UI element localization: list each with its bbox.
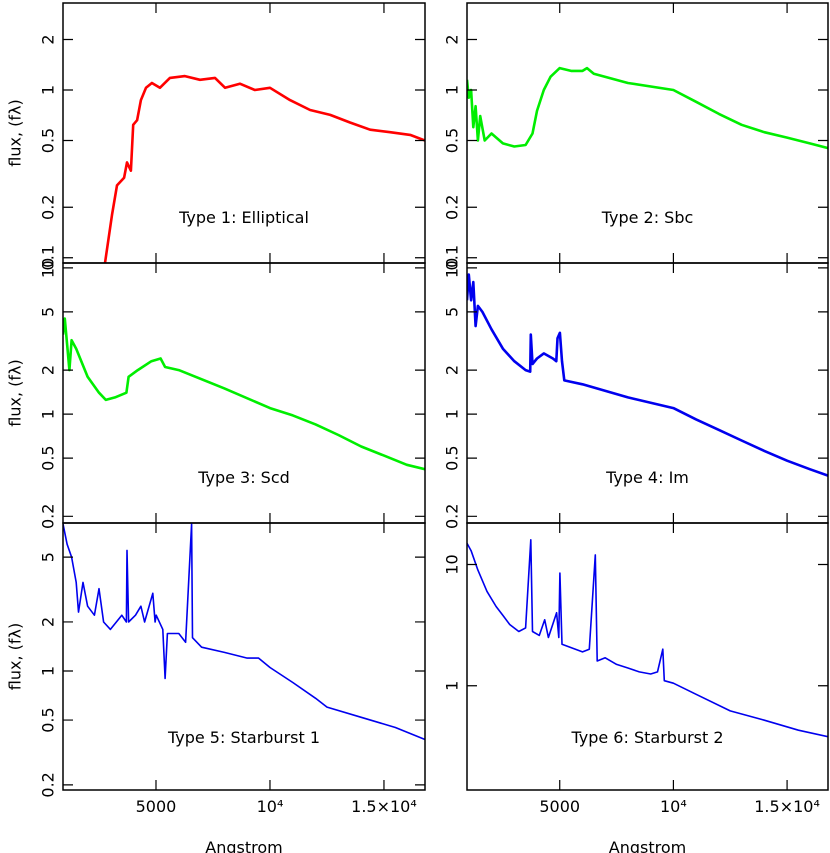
y-tick-label: 0.1 (443, 245, 462, 270)
y-tick-label: 5 (39, 552, 58, 562)
spectrum-line (63, 523, 425, 741)
y-tick-label: 0.5 (39, 445, 58, 470)
y-tick-label: 2 (39, 365, 58, 375)
x-tick-label: 5000 (539, 797, 580, 816)
y-tick-label: 0.2 (39, 772, 58, 797)
y-tick-label: 2 (39, 34, 58, 44)
x-tick-label: 5000 (136, 797, 177, 816)
y-tick-label: 0.5 (443, 128, 462, 153)
x-tick-label: 1.5×10⁴ (754, 797, 820, 816)
y-tick-label: 0.1 (39, 245, 58, 270)
panel-annotation: Type 6: Starburst 2 (570, 728, 723, 747)
y-tick-label: 1 (39, 85, 58, 95)
y-tick-label: 1 (39, 666, 58, 676)
x-axis-label: Angstrom (609, 838, 686, 853)
y-tick-label: 5 (443, 307, 462, 317)
x-tick-label: 1.5×10⁴ (351, 797, 417, 816)
spectrum-line (467, 66, 828, 150)
panel-frame (466, 522, 829, 791)
y-axis-label: flux, (fλ) (6, 623, 25, 690)
panel-frame (62, 522, 426, 791)
y-tick-label: 0.2 (39, 504, 58, 529)
y-axis-label: flux, (fλ) (6, 359, 25, 426)
y-tick-label: 10 (443, 554, 462, 574)
x-tick-label: 10⁴ (257, 797, 284, 816)
y-tick-label: 0.5 (39, 707, 58, 732)
y-tick-label: 2 (443, 365, 462, 375)
y-tick-label: 10 (443, 258, 462, 278)
spectrum-line (467, 273, 828, 477)
panel-annotation: Type 5: Starburst 1 (167, 728, 320, 747)
y-tick-label: 0.2 (39, 194, 58, 219)
y-tick-label: 0.2 (443, 504, 462, 529)
y-tick-label: 10 (39, 258, 58, 278)
spectrum-line (467, 539, 828, 738)
panel-annotation: Type 1: Elliptical (178, 208, 309, 227)
y-axis-label: flux, (fλ) (6, 99, 25, 166)
y-tick-label: 0.2 (443, 194, 462, 219)
y-tick-label: 1 (443, 409, 462, 419)
panel-annotation: Type 2: Sbc (601, 208, 694, 227)
y-tick-label: 1 (443, 85, 462, 95)
panel-annotation: Type 3: Scd (197, 468, 290, 487)
y-tick-label: 0.5 (443, 445, 462, 470)
y-tick-label: 2 (39, 617, 58, 627)
y-tick-label: 1 (39, 409, 58, 419)
x-axis-label: Angstrom (205, 838, 282, 853)
spectrum-line (63, 317, 425, 471)
panel-annotation: Type 4: Im (605, 468, 689, 487)
y-tick-label: 5 (39, 307, 58, 317)
y-tick-label: 1 (443, 681, 462, 691)
x-tick-label: 10⁴ (660, 797, 687, 816)
spectrum-line (103, 74, 425, 263)
y-tick-label: 0.5 (39, 128, 58, 153)
y-tick-label: 2 (443, 34, 462, 44)
